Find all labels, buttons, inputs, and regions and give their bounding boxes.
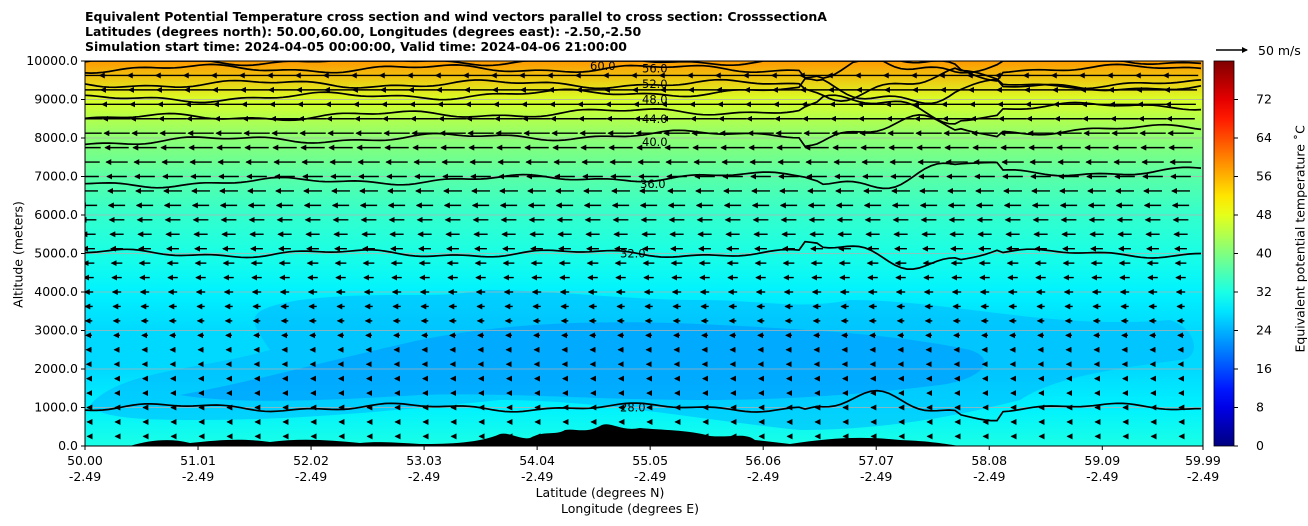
- colorbar-tick-label: 32: [1256, 284, 1272, 299]
- contour-line: [85, 240, 1202, 270]
- colorbar-axis: 0 8 16 24 32 40 48 56 64 72: [1234, 92, 1272, 453]
- colorbar-tick-label: 0: [1256, 438, 1264, 453]
- contour-line: [85, 61, 1202, 74]
- y-tick-label: 4000.0: [34, 284, 78, 299]
- x-tick-label-lat: 51.01: [180, 453, 216, 468]
- colorbar-tick-label: 24: [1256, 323, 1272, 338]
- contour-line: [85, 61, 1202, 82]
- chart-title: Equivalent Potential Temperature cross s…: [85, 9, 827, 54]
- x-tick-label-lon: -2.49: [69, 469, 101, 484]
- x-axis: 50.00-2.4951.01-2.4952.02-2.4953.03-2.49…: [67, 446, 1221, 484]
- x-tick-label-lon: -2.49: [634, 469, 666, 484]
- x-tick-label-lon: -2.49: [408, 469, 440, 484]
- x-axis-label-latitude: Latitude (degrees N): [535, 485, 665, 500]
- y-tick-label: 10000.0: [26, 53, 78, 68]
- title-line-1: Equivalent Potential Temperature cross s…: [85, 9, 827, 24]
- x-axis-label-longitude: Longitude (degrees E): [560, 501, 700, 516]
- x-tick-label-lat: 59.99: [1185, 453, 1221, 468]
- terrain-silhouette: [130, 424, 960, 446]
- x-tick-label-lon: -2.49: [747, 469, 779, 484]
- x-tick-label-lat: 59.09: [1084, 453, 1120, 468]
- x-tick-label-lon: -2.49: [295, 469, 327, 484]
- colorbar-tick-label: 64: [1256, 130, 1272, 145]
- y-tick-label: 2000.0: [34, 361, 78, 376]
- contour-line: [85, 161, 1202, 190]
- y-tick-label: 9000.0: [34, 92, 78, 107]
- title-line-2: Latitudes (degrees north): 50.00,60.00, …: [85, 24, 642, 39]
- x-tick-label-lat: 54.04: [519, 453, 555, 468]
- y-tick-label: 1000.0: [34, 400, 78, 415]
- contour-label: 56.0: [642, 62, 668, 76]
- low-theta-region-inner: [180, 322, 985, 401]
- theta-e-minimum-regions: [90, 290, 1194, 430]
- contour-label: 28.0: [620, 401, 646, 415]
- x-tick-label-lon: -2.49: [860, 469, 892, 484]
- x-tick-label-lon: -2.49: [1187, 469, 1219, 484]
- contour-label: 32.0: [620, 247, 646, 261]
- x-tick-label-lat: 57.07: [858, 453, 894, 468]
- colorbar: [1213, 60, 1235, 447]
- x-tick-label-lat: 55.05: [632, 453, 668, 468]
- wind-vectors: [85, 72, 1199, 440]
- wind-reference-label: 50 m/s: [1258, 43, 1301, 58]
- contour-label: 36.0: [640, 177, 666, 191]
- colorbar-tick-label: 56: [1256, 169, 1272, 184]
- colorbar-tick-label: 72: [1256, 92, 1272, 107]
- x-tick-label-lat: 52.02: [293, 453, 329, 468]
- x-tick-label-lon: -2.49: [973, 469, 1005, 484]
- colorbar-tick-label: 8: [1256, 400, 1264, 415]
- y-tick-label: 8000.0: [34, 130, 78, 145]
- x-tick-label-lon: -2.49: [1086, 469, 1118, 484]
- contour-label: 52.0: [642, 77, 668, 91]
- contour-line: [85, 77, 1202, 105]
- y-tick-label: 7000.0: [34, 169, 78, 184]
- x-tick-label-lat: 50.00: [67, 453, 103, 468]
- y-axis-label: Altitude (meters): [10, 201, 26, 308]
- terrain-fill: [130, 424, 960, 446]
- colorbar-tick-label: 48: [1256, 207, 1272, 222]
- colorbar-tick-label: 40: [1256, 246, 1272, 261]
- y-tick-label: 3000.0: [34, 323, 78, 338]
- y-tick-label: 5000.0: [34, 246, 78, 261]
- x-tick-label-lon: -2.49: [182, 469, 214, 484]
- x-tick-label-lon: -2.49: [521, 469, 553, 484]
- y-tick-label: 6000.0: [34, 207, 78, 222]
- x-tick-label-lat: 56.06: [745, 453, 781, 468]
- y-tick-label: 0.0: [58, 438, 78, 453]
- x-tick-label-lat: 53.03: [406, 453, 442, 468]
- colorbar-tick-label: 16: [1256, 361, 1272, 376]
- x-tick-label-lat: 58.08: [971, 453, 1007, 468]
- contour-label: 40.0: [642, 135, 668, 149]
- colorbar-label: Equivalent potential temperature ˚C: [1292, 125, 1308, 353]
- contour-label: 60.0: [590, 59, 616, 73]
- title-line-3: Simulation start time: 2024-04-05 00:00:…: [85, 39, 627, 54]
- contour-line: [85, 67, 1202, 102]
- y-axis: 0.0 1000.0 2000.0 3000.0 4000.0 5000.0 6000.0 7…: [26, 53, 85, 453]
